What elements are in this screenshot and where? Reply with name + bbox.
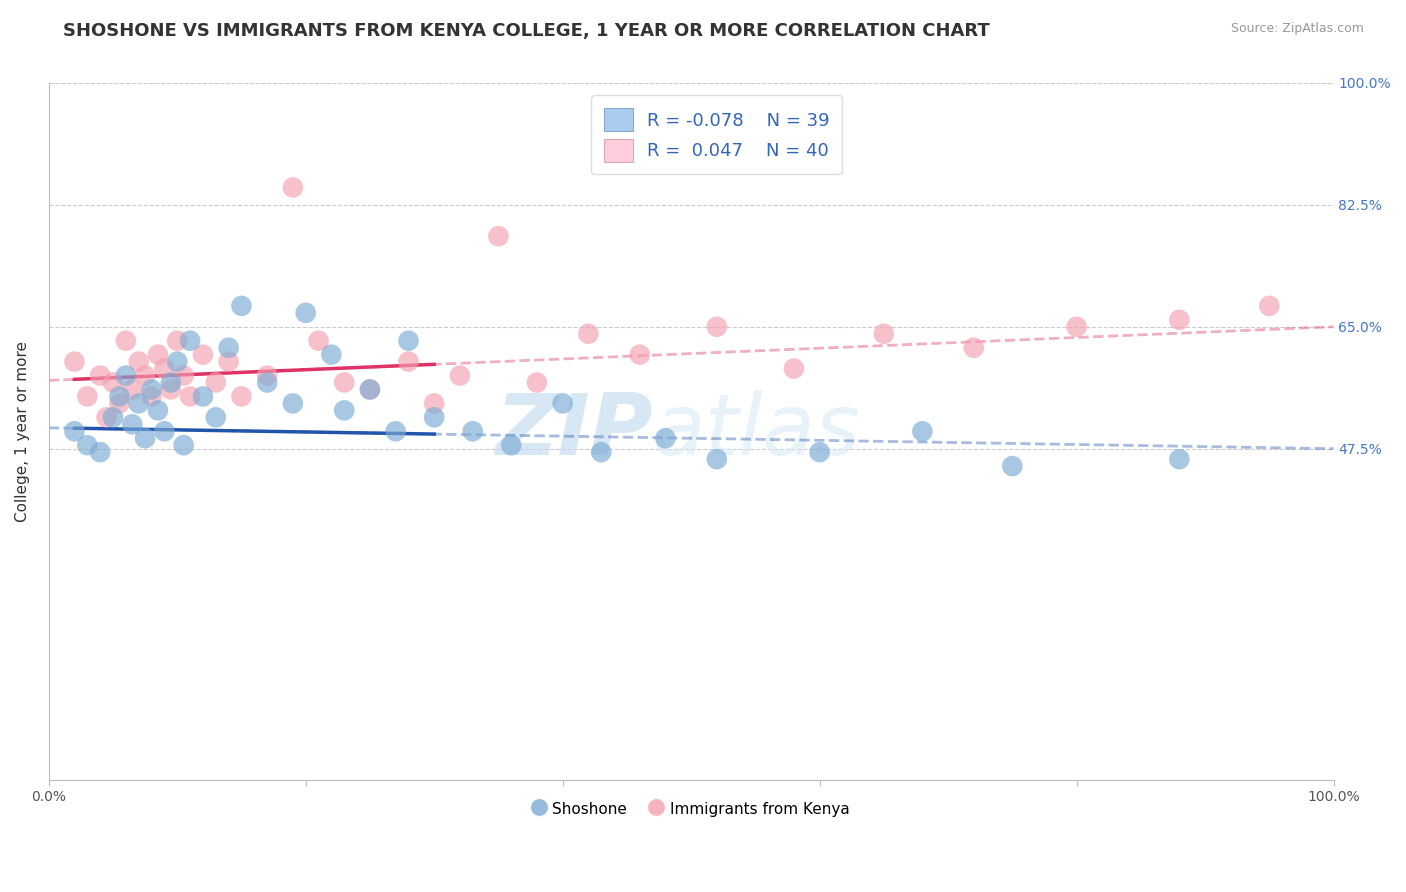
Point	[398, 354, 420, 368]
Text: ZIP: ZIP	[495, 390, 652, 473]
Point	[173, 368, 195, 383]
Point	[218, 341, 240, 355]
Point	[191, 348, 214, 362]
Point	[706, 319, 728, 334]
Text: atlas: atlas	[652, 390, 860, 473]
Point	[911, 424, 934, 438]
Point	[783, 361, 806, 376]
Point	[231, 389, 253, 403]
Point	[333, 376, 356, 390]
Point	[591, 445, 613, 459]
Point	[281, 396, 304, 410]
Point	[294, 306, 316, 320]
Point	[654, 431, 676, 445]
Point	[159, 383, 181, 397]
Point	[166, 334, 188, 348]
Point	[166, 354, 188, 368]
Point	[1066, 319, 1088, 334]
Point	[1168, 452, 1191, 467]
Point	[628, 348, 651, 362]
Point	[461, 424, 484, 438]
Point	[146, 403, 169, 417]
Point	[121, 417, 143, 432]
Point	[191, 389, 214, 403]
Point	[231, 299, 253, 313]
Point	[153, 424, 176, 438]
Point	[159, 376, 181, 390]
Point	[321, 348, 343, 362]
Point	[423, 396, 446, 410]
Point	[526, 376, 548, 390]
Point	[63, 354, 86, 368]
Point	[359, 383, 381, 397]
Point	[101, 376, 124, 390]
Point	[706, 452, 728, 467]
Point	[384, 424, 406, 438]
Point	[153, 361, 176, 376]
Point	[114, 334, 136, 348]
Point	[179, 334, 201, 348]
Point	[114, 368, 136, 383]
Point	[256, 376, 278, 390]
Point	[204, 410, 226, 425]
Point	[423, 410, 446, 425]
Point	[89, 368, 111, 383]
Point	[108, 389, 131, 403]
Point	[449, 368, 471, 383]
Point	[179, 389, 201, 403]
Point	[963, 341, 986, 355]
Point	[333, 403, 356, 417]
Point	[141, 383, 163, 397]
Point	[101, 410, 124, 425]
Point	[256, 368, 278, 383]
Point	[76, 389, 98, 403]
Point	[359, 383, 381, 397]
Point	[486, 229, 509, 244]
Point	[398, 334, 420, 348]
Point	[134, 431, 156, 445]
Point	[551, 396, 574, 410]
Point	[501, 438, 523, 452]
Point	[204, 376, 226, 390]
Point	[808, 445, 831, 459]
Point	[76, 438, 98, 452]
Point	[128, 396, 150, 410]
Point	[121, 383, 143, 397]
Point	[141, 389, 163, 403]
Point	[1001, 459, 1024, 474]
Point	[281, 180, 304, 194]
Point	[1258, 299, 1281, 313]
Point	[873, 326, 896, 341]
Point	[96, 410, 118, 425]
Point	[173, 438, 195, 452]
Point	[218, 354, 240, 368]
Text: Source: ZipAtlas.com: Source: ZipAtlas.com	[1230, 22, 1364, 36]
Point	[134, 368, 156, 383]
Point	[1168, 313, 1191, 327]
Point	[89, 445, 111, 459]
Point	[576, 326, 599, 341]
Point	[108, 396, 131, 410]
Point	[308, 334, 330, 348]
Text: SHOSHONE VS IMMIGRANTS FROM KENYA COLLEGE, 1 YEAR OR MORE CORRELATION CHART: SHOSHONE VS IMMIGRANTS FROM KENYA COLLEG…	[63, 22, 990, 40]
Legend: Shoshone, Immigrants from Kenya: Shoshone, Immigrants from Kenya	[526, 793, 856, 824]
Point	[128, 354, 150, 368]
Y-axis label: College, 1 year or more: College, 1 year or more	[15, 341, 30, 522]
Point	[63, 424, 86, 438]
Point	[146, 348, 169, 362]
